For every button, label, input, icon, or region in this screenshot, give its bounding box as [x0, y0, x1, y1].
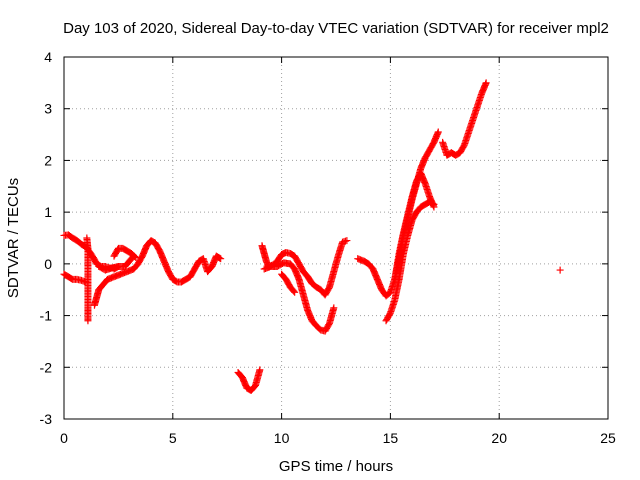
y-tick-label: 3 — [44, 101, 52, 117]
x-tick-label: 5 — [169, 430, 177, 446]
plot-frame — [63, 56, 609, 420]
axis-ticks: 0 5 10 15 20 25 -3 -2 -1 0 1 2 3 4 — [40, 49, 616, 446]
data-point — [291, 288, 299, 296]
y-tick-label: 4 — [44, 49, 52, 65]
x-tick-label: 15 — [383, 430, 399, 446]
y-tick-label: 0 — [44, 256, 52, 272]
data-point — [216, 254, 224, 262]
y-tick-label: 1 — [44, 204, 52, 220]
data-point — [113, 263, 121, 271]
data-point — [343, 237, 351, 245]
x-tick-label: 0 — [60, 430, 68, 446]
chart-title: Day 103 of 2020, Sidereal Day-to-day VTE… — [63, 20, 609, 37]
data-points — [60, 79, 564, 395]
data-point — [429, 200, 437, 208]
x-tick-label: 10 — [274, 430, 290, 446]
y-tick-label: 2 — [44, 152, 52, 168]
data-point — [217, 255, 225, 263]
data-point — [434, 128, 442, 136]
data-point — [84, 317, 92, 325]
data-point — [132, 254, 140, 262]
y-tick-label: -2 — [40, 359, 53, 375]
x-tick-label: 20 — [491, 430, 507, 446]
y-tick-label: -1 — [40, 308, 53, 324]
data-point — [330, 304, 338, 312]
data-point — [430, 200, 438, 208]
grid-lines — [64, 57, 608, 419]
x-tick-label: 25 — [600, 430, 616, 446]
data-point — [114, 262, 122, 270]
x-axis-label: GPS time / hours — [279, 458, 393, 475]
data-point — [556, 266, 564, 274]
y-axis-label: SDTVAR / TECUs — [5, 178, 22, 298]
data-point — [482, 79, 490, 87]
data-point — [290, 287, 298, 295]
data-point — [131, 253, 139, 261]
data-point — [256, 366, 264, 374]
y-tick-label: -3 — [40, 411, 53, 427]
